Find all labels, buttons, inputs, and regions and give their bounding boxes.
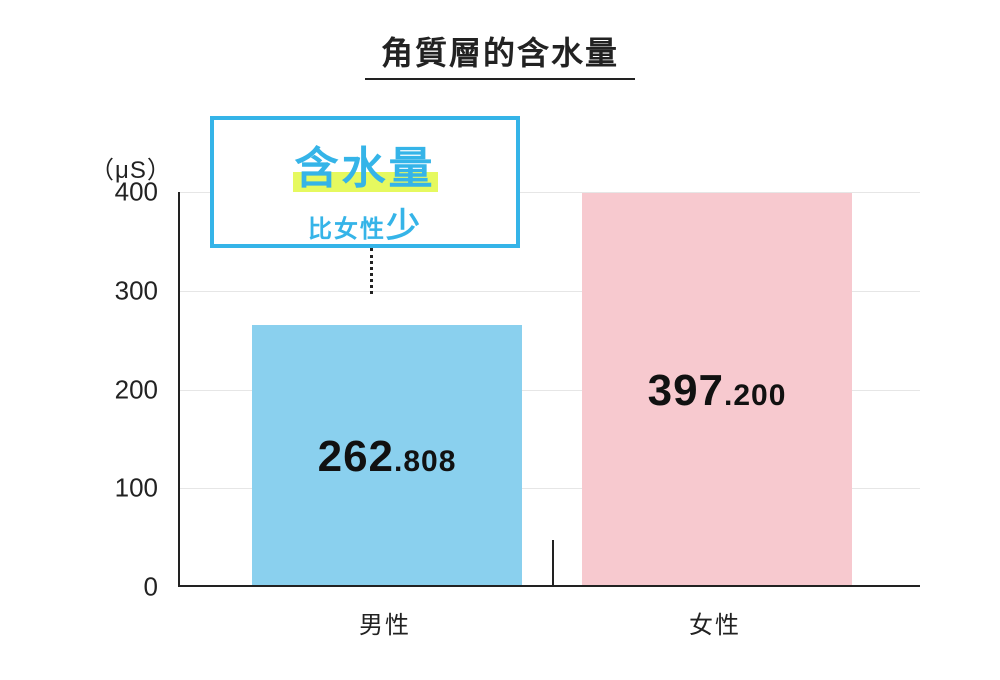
y-tick-label: 0: [88, 572, 158, 603]
callout-sub-prefix: 比女性: [308, 216, 386, 243]
callout-highlight: [293, 172, 438, 192]
title-underline: [365, 78, 635, 80]
callout-sub-emph: 少: [386, 207, 422, 245]
callout-leader-line: [370, 248, 373, 294]
plot-area: 262.808 397.200: [178, 192, 920, 587]
x-label-male: 男性: [359, 605, 411, 640]
bar-value-female: 397.200: [648, 366, 787, 416]
callout-subline: 比女性少: [214, 198, 516, 247]
chart-title: 角質層的含水量: [0, 28, 1000, 74]
callout-box: 含水量 比女性少: [210, 116, 520, 248]
bar-value-male: 262.808: [318, 432, 457, 482]
y-tick-label: 400: [88, 177, 158, 208]
y-tick-label: 300: [88, 275, 158, 306]
chart-container: 角質層的含水量 （μS） 262.808397.200 含水量 比女性少 010…: [0, 0, 1000, 680]
y-tick-label: 200: [88, 374, 158, 405]
x-label-female: 女性: [689, 605, 741, 640]
callout-headline: 含水量: [295, 132, 436, 196]
y-tick-label: 100: [88, 473, 158, 504]
x-axis-center-tick: [552, 540, 554, 585]
